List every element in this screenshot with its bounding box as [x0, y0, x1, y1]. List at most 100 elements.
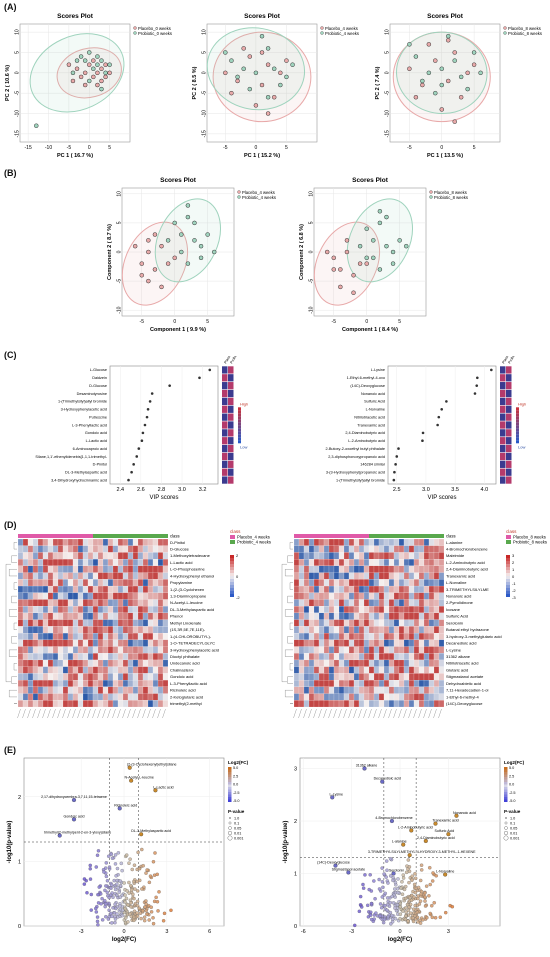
vip-abundance-cell [228, 389, 234, 398]
vip-point [421, 431, 425, 435]
heatmap-cell [423, 592, 430, 600]
heatmap-cell [353, 619, 360, 627]
heatmap-cell [293, 700, 300, 708]
heatmap-row-label: (14C)-Deoxyglucose [446, 701, 483, 706]
vip-point [143, 423, 147, 427]
heatmap-cell [67, 673, 74, 681]
data-point [377, 220, 383, 226]
vip-feature-label: 3,4-Dihydroxyhydrocinnamic acid [51, 478, 107, 482]
heatmap-cell [152, 592, 159, 600]
heatmap-cell [348, 666, 355, 674]
data-point [284, 74, 289, 80]
volcano-point [377, 877, 381, 882]
heatmap-cell [97, 585, 104, 593]
x-tick-label: 2.4 [116, 487, 124, 493]
heatmap-cell [117, 680, 124, 687]
vip-feature-label: Gondoic acid [85, 431, 107, 435]
heatmap-cell [107, 700, 114, 708]
heatmap-cell [368, 572, 375, 580]
heatmap-cell [333, 579, 340, 587]
heatmap-cell [52, 673, 59, 681]
volcano-point [133, 901, 138, 906]
heatmap-cell [97, 579, 104, 587]
vip-abundance-cell [222, 460, 228, 468]
heatmap-cell [428, 606, 435, 613]
y-tick-label: 0 [294, 924, 297, 930]
vip-point [132, 463, 135, 466]
y-axis-label: Component 2 ( 8.7 %) [107, 224, 113, 280]
heatmap-cell [157, 612, 164, 620]
heatmap-cell [112, 659, 119, 667]
heatmap-cell [343, 639, 350, 647]
class-bar-cell [369, 534, 374, 538]
heatmap-cell [77, 592, 84, 600]
heatmap-cell [433, 559, 440, 566]
heatmap-cell [47, 565, 54, 573]
volcano-point [157, 890, 161, 894]
heatmap-cell [27, 572, 34, 580]
heatmap-cell [92, 633, 99, 640]
heatmap-cell [313, 633, 320, 640]
data-point [223, 70, 228, 76]
heatmap-cell [132, 633, 139, 640]
point-annotation: Decanedioic acid [374, 777, 401, 781]
annotated-point [139, 832, 144, 837]
heatmap-cell [343, 559, 350, 566]
heatmap-cell [418, 565, 425, 573]
heatmap-cell [82, 693, 89, 701]
heatmap-cell [388, 559, 395, 566]
heatmap-cell [127, 639, 134, 647]
heatmap-cell [338, 700, 345, 708]
heatmap-cell [353, 606, 360, 613]
class-bar-cell [429, 534, 434, 538]
y-tick-label: -15 [15, 130, 21, 137]
heatmap-cell [57, 673, 64, 681]
heatmap-cell [398, 639, 405, 647]
heatmap-cell [112, 646, 119, 654]
legend-gradient-step [238, 431, 241, 435]
legend-gradient-step [238, 437, 241, 441]
legend-high-label: High [518, 401, 526, 406]
legend-label: Probiotic_4 weeks [237, 540, 271, 545]
heatmap-cell [378, 653, 385, 661]
heatmap-cell [383, 552, 390, 560]
heatmap-cell [162, 579, 169, 587]
heatmap-cell [418, 592, 425, 600]
heatmap-cell [333, 686, 340, 694]
heatmap-cell [117, 545, 124, 553]
y-axis-label: PC 2 ( 8.5 %) [192, 66, 198, 99]
annotated-point [443, 872, 448, 877]
size-legend-marker [227, 830, 233, 836]
heatmap-cell [117, 585, 124, 593]
class-bar-cell [319, 534, 324, 538]
vip-feature-label: Sulfuric Acid [364, 400, 385, 404]
class-bar-cell [128, 534, 133, 538]
heatmap-cell [72, 545, 79, 553]
column-label-tick [353, 708, 357, 719]
heatmap-cell [378, 633, 385, 640]
heatmap-cell [22, 572, 29, 580]
vip-abundance-cell [500, 413, 506, 421]
data-point [253, 103, 259, 108]
heatmap-cell [92, 565, 99, 573]
heatmap-cell [413, 653, 420, 661]
heatmap-cell [157, 693, 164, 701]
heatmap-cell [353, 633, 360, 640]
heatmap-cell [42, 633, 49, 640]
heatmap-cell [358, 565, 365, 573]
volcano-point [388, 900, 392, 905]
heatmap-cell [37, 579, 44, 587]
vip-column-header: Probiotic_8 weeks [507, 356, 525, 365]
size-legend-label: 0.01 [234, 832, 241, 836]
legend-gradient-step [516, 416, 519, 420]
heatmap-cell [373, 626, 380, 634]
heatmap-cell [333, 592, 340, 600]
vip-feature-label: Daidzein [92, 376, 107, 380]
heatmap-cell [318, 559, 325, 566]
heatmap-cell [303, 599, 310, 607]
legend-label: Placebo_0 weeks [138, 26, 171, 31]
heatmap-cell [438, 646, 445, 654]
heatmap-cell [142, 552, 149, 560]
vip-abundance-cell [506, 413, 512, 421]
data-point [91, 66, 96, 72]
